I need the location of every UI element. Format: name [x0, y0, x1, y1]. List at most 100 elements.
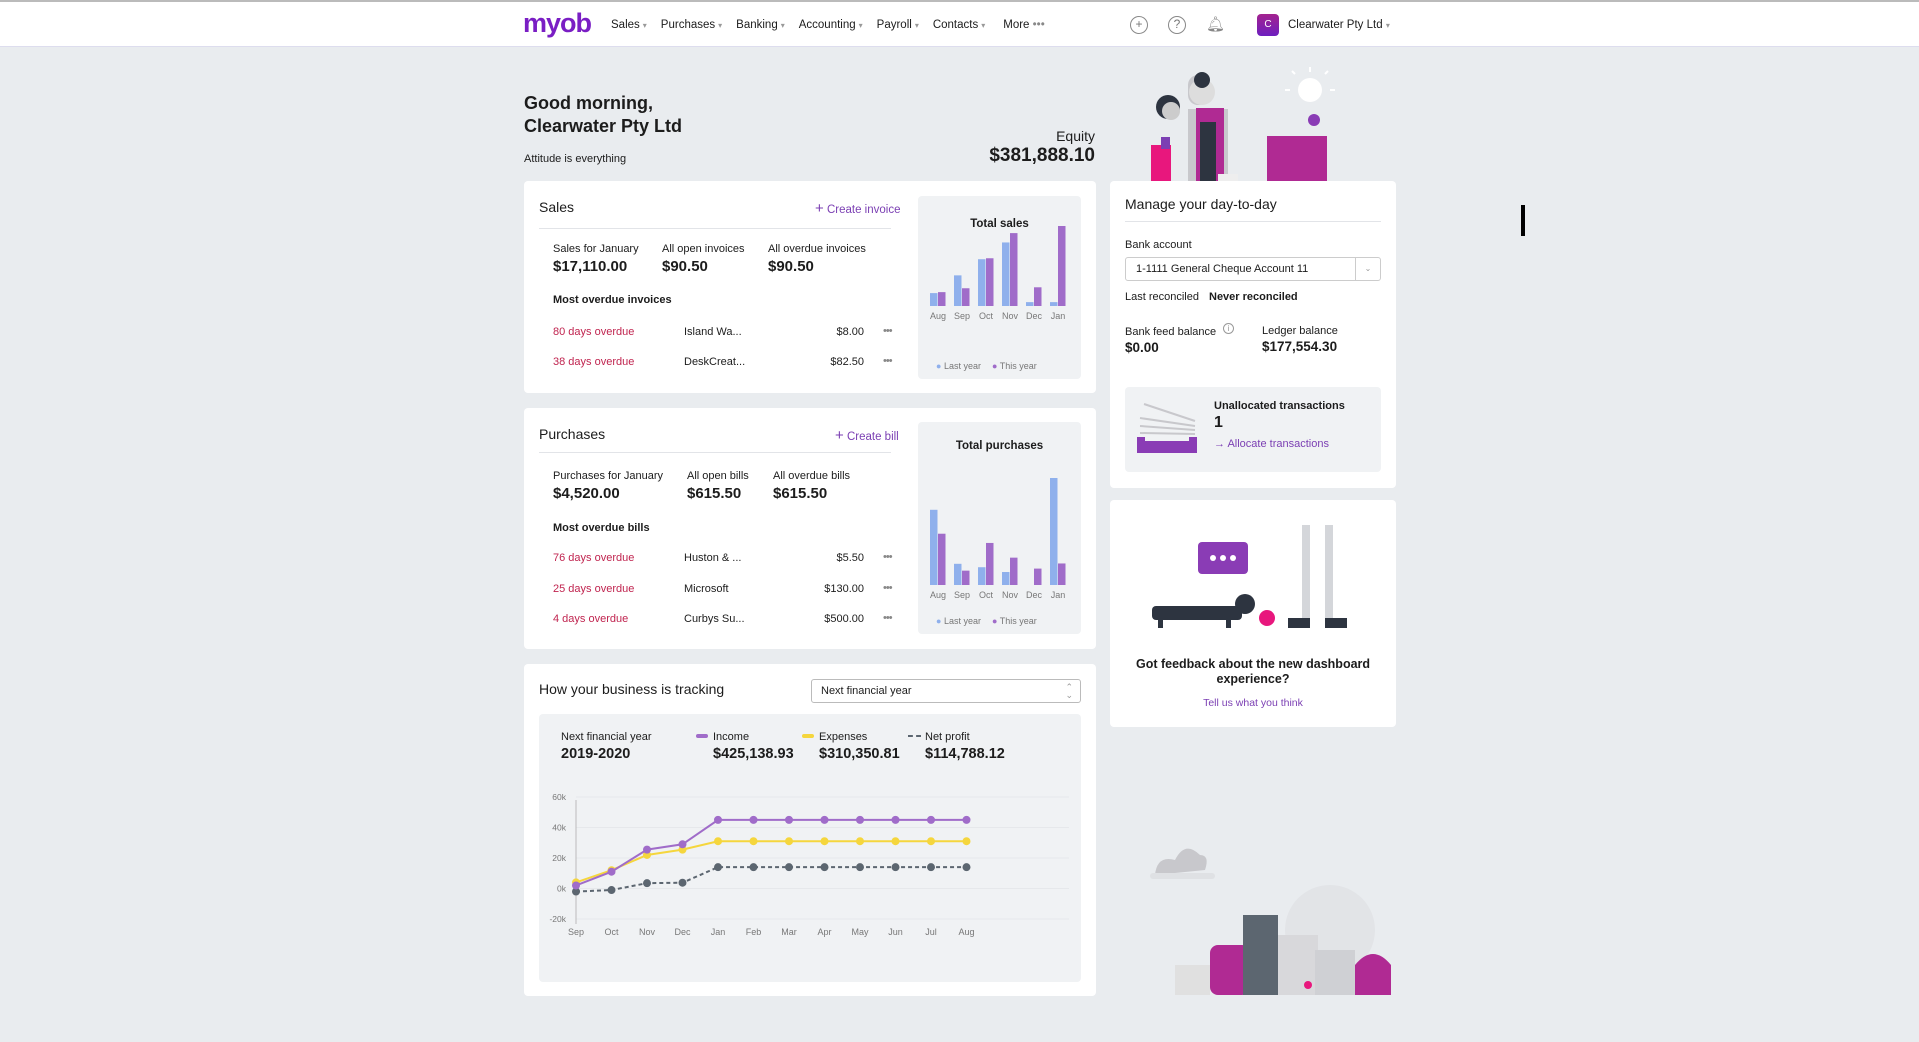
- x-tick-label: Nov: [1002, 590, 1019, 600]
- overdue-status: 38 days overdue: [553, 356, 635, 368]
- bank-account-select[interactable]: 1-1111 General Cheque Account 11 ⌄: [1125, 257, 1381, 281]
- point-expenses-jan[interactable]: [714, 837, 722, 846]
- point-expenses-jul[interactable]: [927, 837, 935, 846]
- point-income-jun[interactable]: [891, 815, 900, 824]
- create-bill-button[interactable]: + Create bill: [835, 427, 899, 444]
- select-arrows-icon: ⌃ ⌄: [1065, 682, 1073, 700]
- point-expenses-apr[interactable]: [820, 837, 829, 846]
- x-tick-label: Jun: [888, 927, 903, 937]
- stat-label: Purchases for January: [553, 470, 664, 482]
- stat-value: $17,110.00: [553, 258, 628, 275]
- manage-title: Manage your day-to-day: [1125, 196, 1277, 212]
- tracking-card: How your business is tracking Next finan…: [524, 664, 1096, 996]
- menu-banking[interactable]: Banking ▾: [736, 19, 785, 31]
- overdue-status: 25 days overdue: [553, 583, 635, 595]
- point-income-dec[interactable]: [678, 840, 687, 849]
- legend-last-year: ● Last year: [936, 616, 981, 626]
- menu-accounting[interactable]: Accounting ▾: [798, 19, 863, 31]
- allocate-transactions-link[interactable]: → Allocate transactions: [1214, 438, 1329, 450]
- point-income-jul[interactable]: [927, 815, 935, 824]
- point-net-profit-jun[interactable]: [891, 863, 900, 872]
- point-expenses-jun[interactable]: [891, 837, 900, 846]
- point-income-nov[interactable]: [643, 845, 651, 854]
- y-tick-label: 20k: [552, 853, 566, 863]
- point-net-profit-feb[interactable]: [749, 863, 758, 872]
- period-value: 2019-2020: [561, 746, 631, 762]
- bar-dec-last-year: [1026, 302, 1034, 306]
- total-sales-chart: Total sales Aug Sep Oct Nov Dec Jan ● Last ye…: [918, 196, 1081, 379]
- ledger-label: Ledger balance: [1262, 325, 1338, 337]
- point-net-profit-nov[interactable]: [643, 879, 651, 888]
- sales-card: Sales + Create invoice Sales for January…: [524, 181, 1096, 393]
- purchases-title: Purchases: [539, 426, 606, 442]
- x-tick-label: Feb: [746, 927, 762, 937]
- menu-purchases[interactable]: Purchases ▾: [660, 19, 723, 31]
- point-income-sep[interactable]: [572, 881, 580, 890]
- point-expenses-feb[interactable]: [749, 837, 758, 846]
- plus-circle-icon[interactable]: +: [1130, 16, 1148, 34]
- more-options-icon[interactable]: •••: [883, 355, 893, 367]
- x-tick-label: Dec: [1026, 590, 1043, 600]
- info-icon[interactable]: i: [1223, 323, 1234, 334]
- period-select[interactable]: Next financial year ⌃ ⌄: [811, 679, 1081, 703]
- bank-account-label: Bank account: [1125, 239, 1192, 251]
- y-tick-label: 0k: [557, 884, 567, 894]
- menu-contacts[interactable]: Contacts ▾: [932, 19, 986, 31]
- feedback-link[interactable]: Tell us what you think: [1203, 697, 1303, 709]
- amount: $8.00: [836, 326, 864, 338]
- menu-payroll[interactable]: Payroll ▾: [876, 19, 919, 31]
- stat-value: $90.50: [662, 258, 708, 275]
- equity-value: $381,888.10: [989, 145, 1095, 166]
- list-title: Most overdue bills: [553, 522, 650, 534]
- stat-label: Sales for January: [553, 243, 639, 255]
- menu-more[interactable]: More •••: [1003, 19, 1045, 31]
- legend-last-year: ● Last year: [936, 361, 981, 371]
- point-income-may[interactable]: [856, 815, 864, 824]
- point-income-oct[interactable]: [607, 867, 616, 876]
- help-icon[interactable]: ?: [1168, 16, 1186, 34]
- bar-jan-last-year: [1050, 478, 1058, 585]
- myob-logo[interactable]: myob: [523, 8, 592, 38]
- point-net-profit-sep[interactable]: [572, 887, 580, 896]
- point-net-profit-may[interactable]: [856, 863, 864, 872]
- more-options-icon[interactable]: •••: [883, 582, 893, 594]
- point-net-profit-oct[interactable]: [607, 886, 616, 895]
- bar-aug-this-year: [938, 292, 946, 306]
- stat-value: $4,520.00: [553, 485, 620, 502]
- point-net-profit-apr[interactable]: [820, 863, 829, 872]
- more-options-icon[interactable]: •••: [883, 551, 893, 563]
- point-income-mar[interactable]: [785, 815, 793, 824]
- point-net-profit-jul[interactable]: [927, 863, 935, 872]
- more-options-icon[interactable]: •••: [883, 612, 893, 624]
- x-tick-label: Jan: [711, 927, 726, 937]
- business-switcher[interactable]: Clearwater Pty Ltd ▾: [1288, 19, 1390, 31]
- bar-aug-last-year: [930, 509, 938, 585]
- x-tick-label: Aug: [958, 927, 974, 937]
- x-tick-label: Aug: [930, 590, 946, 600]
- stat-label: All open bills: [687, 470, 749, 482]
- x-tick-label: Sep: [954, 590, 970, 600]
- amount: $82.50: [830, 356, 864, 368]
- point-net-profit-dec[interactable]: [678, 878, 687, 887]
- menu-sales[interactable]: Sales ▾: [611, 19, 647, 31]
- chart-title: Total purchases: [955, 440, 1044, 452]
- point-income-apr[interactable]: [820, 815, 829, 824]
- point-income-aug[interactable]: [962, 815, 971, 824]
- point-income-jan[interactable]: [714, 815, 722, 824]
- bar-sep-this-year: [962, 288, 970, 306]
- amount: $500.00: [824, 613, 864, 625]
- point-net-profit-aug[interactable]: [962, 863, 971, 872]
- point-net-profit-jan[interactable]: [714, 863, 722, 872]
- x-tick-label: Dec: [1026, 311, 1043, 321]
- business-avatar[interactable]: C: [1257, 14, 1279, 36]
- point-expenses-aug[interactable]: [962, 837, 971, 846]
- bar-nov-this-year: [1010, 233, 1018, 306]
- point-expenses-mar[interactable]: [785, 837, 793, 846]
- more-options-icon[interactable]: •••: [883, 325, 893, 337]
- point-income-feb[interactable]: [749, 815, 758, 824]
- create-invoice-button[interactable]: + Create invoice: [815, 200, 901, 217]
- bell-icon[interactable]: 🔔︎: [1206, 16, 1226, 33]
- point-expenses-may[interactable]: [856, 837, 864, 846]
- point-net-profit-mar[interactable]: [785, 863, 793, 872]
- bar-nov-last-year: [1002, 572, 1010, 585]
